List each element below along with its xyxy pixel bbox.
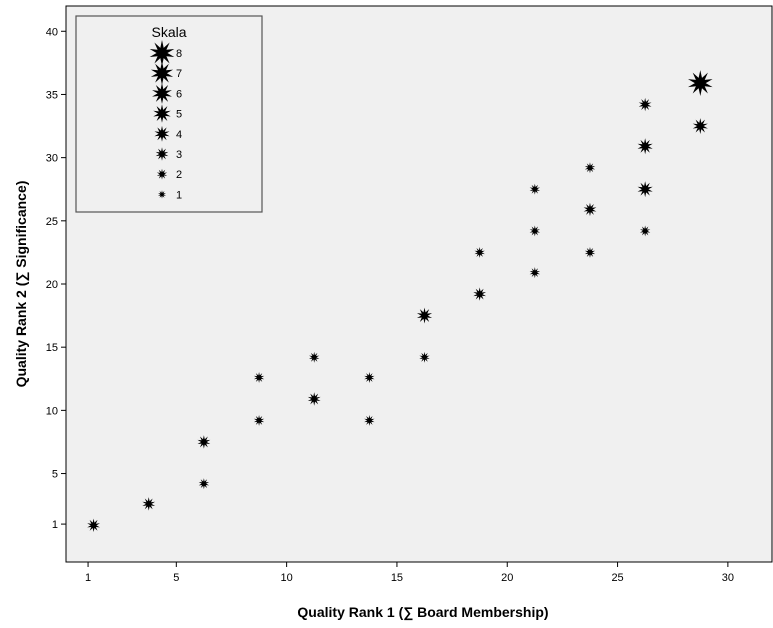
data-point: [638, 97, 652, 112]
legend-marker: [153, 104, 171, 123]
data-point: [419, 351, 430, 363]
x-tick-label: 25: [611, 572, 623, 584]
legend-marker: [158, 190, 166, 199]
y-tick-label: 5: [52, 469, 58, 481]
data-point: [637, 181, 653, 198]
data-point: [692, 118, 708, 134]
legend-marker: [154, 125, 170, 142]
data-point: [584, 246, 596, 258]
x-tick-label: 5: [173, 572, 179, 584]
legend: Skala 8 7 6 5 4 3 2 1: [75, 15, 263, 213]
legend-label: 2: [176, 169, 182, 181]
x-tick-label: 15: [391, 572, 403, 584]
y-tick-label: 30: [46, 153, 58, 165]
data-point: [529, 225, 541, 237]
y-tick-label: 10: [46, 405, 58, 417]
data-point: [198, 478, 210, 490]
x-axis: 1 5 10 15 20 25 30: [85, 562, 734, 584]
legend-marker: [155, 147, 169, 161]
legend-label: 4: [176, 129, 182, 141]
data-point: [639, 225, 651, 237]
data-point: [307, 392, 321, 406]
legend-box: [75, 15, 263, 213]
data-point: [364, 372, 375, 383]
data-point: [253, 372, 265, 383]
data-point: [529, 267, 541, 279]
legend-marker: [156, 168, 168, 180]
legend-label: 7: [176, 68, 182, 80]
legend-marker: [149, 40, 175, 66]
data-point: [584, 162, 596, 174]
y-tick-label: 25: [46, 216, 58, 228]
legend-label: 8: [176, 48, 182, 60]
legend-label: 1: [176, 189, 182, 201]
legend-marker: [152, 82, 172, 104]
data-point: [87, 518, 100, 533]
data-point: [364, 415, 375, 426]
data-point: [309, 351, 320, 363]
data-point: [529, 183, 541, 195]
data-point: [253, 415, 265, 426]
y-axis-title: Quality Rank 2 (∑ Significance): [13, 181, 30, 388]
data-point: [197, 435, 211, 449]
data-point: [583, 202, 597, 217]
data-point: [687, 70, 713, 97]
legend-marker: [150, 61, 174, 85]
data-point: [637, 138, 653, 155]
y-tick-label: 35: [46, 89, 58, 101]
y-tick-label: 1: [52, 519, 58, 531]
x-axis-title: Quality Rank 1 (∑ Board Membership): [297, 604, 548, 621]
data-point: [142, 497, 156, 511]
x-tick-label: 10: [281, 572, 293, 584]
x-tick-label: 20: [501, 572, 513, 584]
data-point: [416, 307, 433, 324]
y-tick-label: 20: [46, 279, 58, 291]
legend-label: 6: [176, 88, 182, 100]
y-tick-label: 40: [46, 26, 58, 38]
x-tick-label: 1: [85, 572, 91, 584]
x-tick-label: 30: [722, 572, 734, 584]
legend-label: 3: [176, 149, 182, 161]
data-point: [473, 287, 487, 301]
legend-label: 5: [176, 109, 182, 121]
y-tick-label: 15: [46, 342, 58, 354]
data-points: [87, 70, 713, 533]
data-point: [474, 246, 485, 258]
legend-title: Skala: [151, 24, 186, 40]
